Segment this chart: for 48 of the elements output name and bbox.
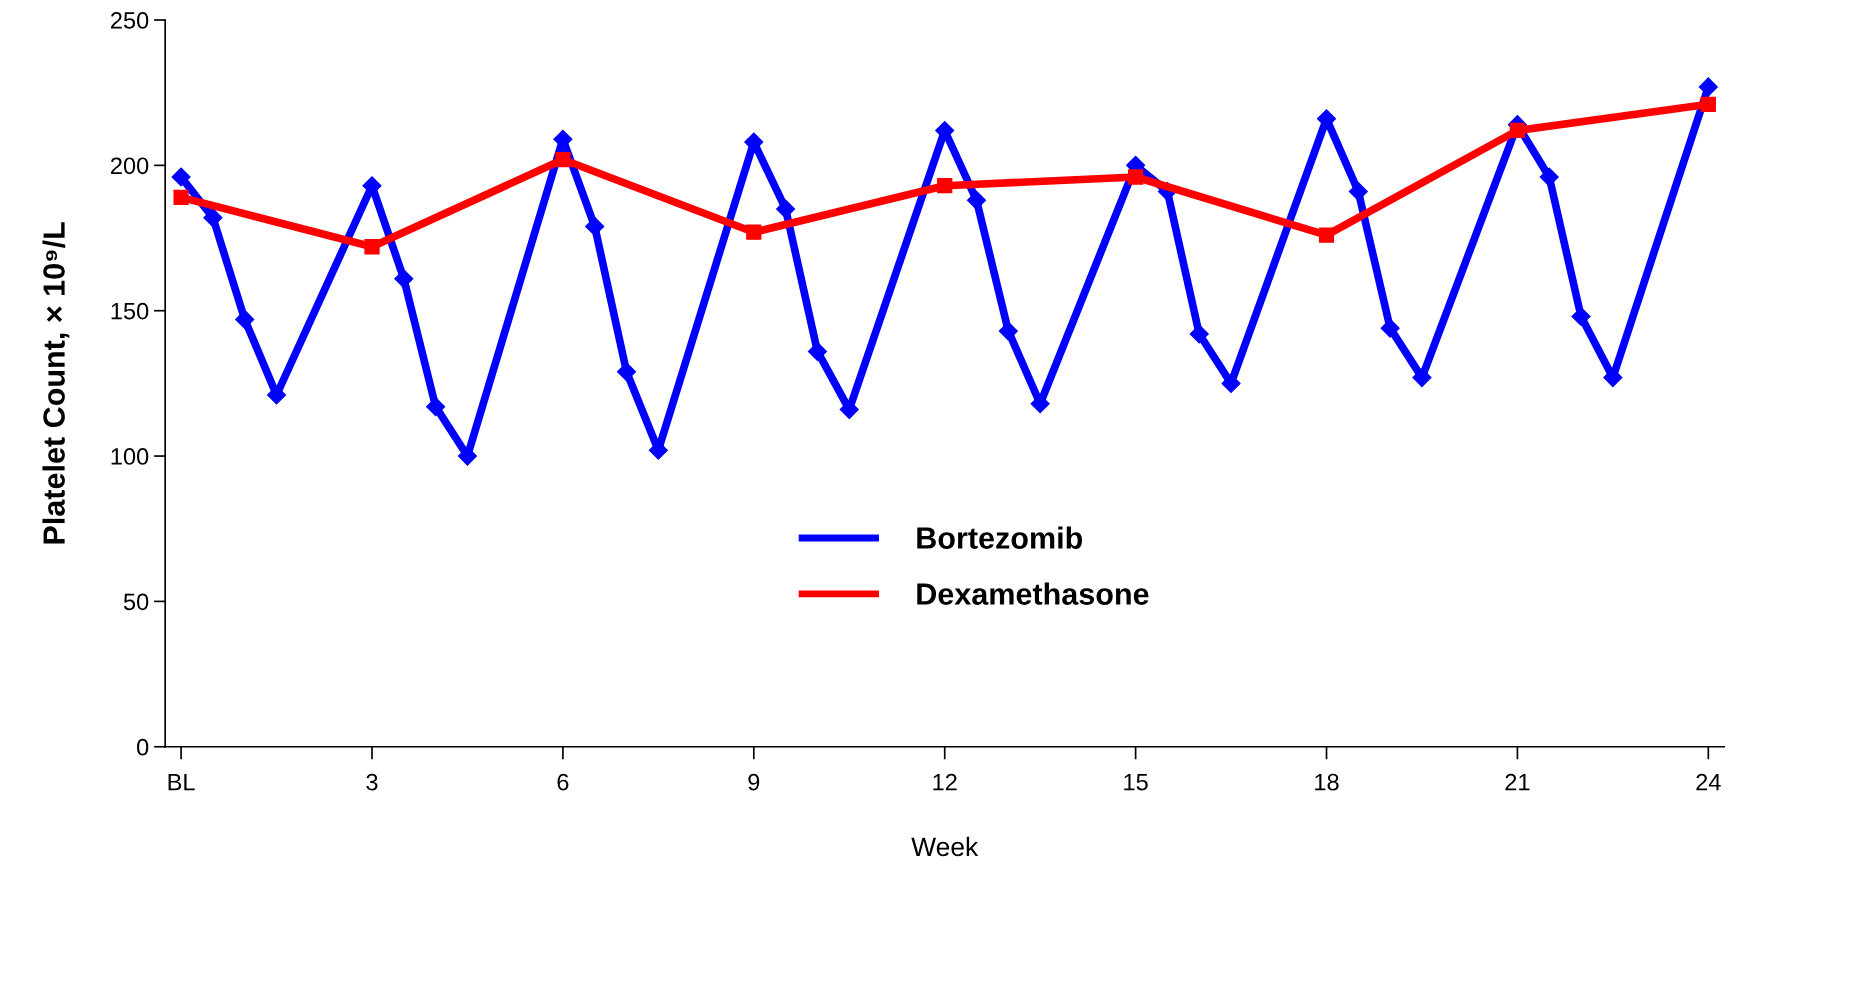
point <box>203 208 223 228</box>
x-tick-label: 18 <box>1315 773 1339 791</box>
x-tick-label: 3 <box>366 773 378 791</box>
x-tick-label: 15 <box>1124 774 1148 791</box>
y-tick-label: 200 <box>111 157 149 175</box>
point <box>426 397 446 417</box>
x-tick-label: 21 <box>1505 773 1530 791</box>
point <box>1380 318 1400 338</box>
x-tick-label: 24 <box>1696 773 1721 791</box>
x-tick-label: 12 <box>933 773 957 791</box>
point <box>1698 77 1718 97</box>
point <box>364 239 380 255</box>
point <box>267 385 287 405</box>
point <box>173 189 189 205</box>
y-tick-label: 150 <box>111 302 149 320</box>
point <box>1348 181 1368 202</box>
point <box>1509 122 1526 139</box>
point <box>776 199 796 219</box>
point <box>1318 227 1335 243</box>
point <box>1127 169 1144 185</box>
point <box>394 269 414 289</box>
point <box>1221 373 1241 393</box>
point <box>937 178 953 194</box>
point <box>1539 167 1559 187</box>
point <box>171 167 191 187</box>
point <box>1700 96 1716 112</box>
point <box>585 216 605 236</box>
y-tick-label: 100 <box>111 448 149 465</box>
x-tick-label: 9 <box>748 773 760 791</box>
y-tick-label: 250 <box>111 12 149 29</box>
y-tick-label: 0 <box>137 738 149 756</box>
point <box>616 362 637 382</box>
x-tick-label: BL <box>168 774 195 791</box>
legend-label: Dexamethasone <box>917 582 1149 605</box>
point <box>235 309 255 329</box>
x-axis-title: Week <box>911 836 979 857</box>
y-tick-label: 50 <box>123 593 149 611</box>
y-axis-title: Platelet Count, × 10⁹/L <box>42 222 70 544</box>
point <box>998 321 1018 341</box>
point <box>555 151 571 168</box>
x-tick-label: 6 <box>557 773 569 791</box>
point <box>746 224 762 240</box>
point <box>966 190 987 210</box>
point <box>1189 324 1209 344</box>
point <box>1571 306 1591 327</box>
legend-label: Bortezomib <box>917 526 1083 549</box>
point <box>1412 368 1432 388</box>
point <box>807 341 827 361</box>
